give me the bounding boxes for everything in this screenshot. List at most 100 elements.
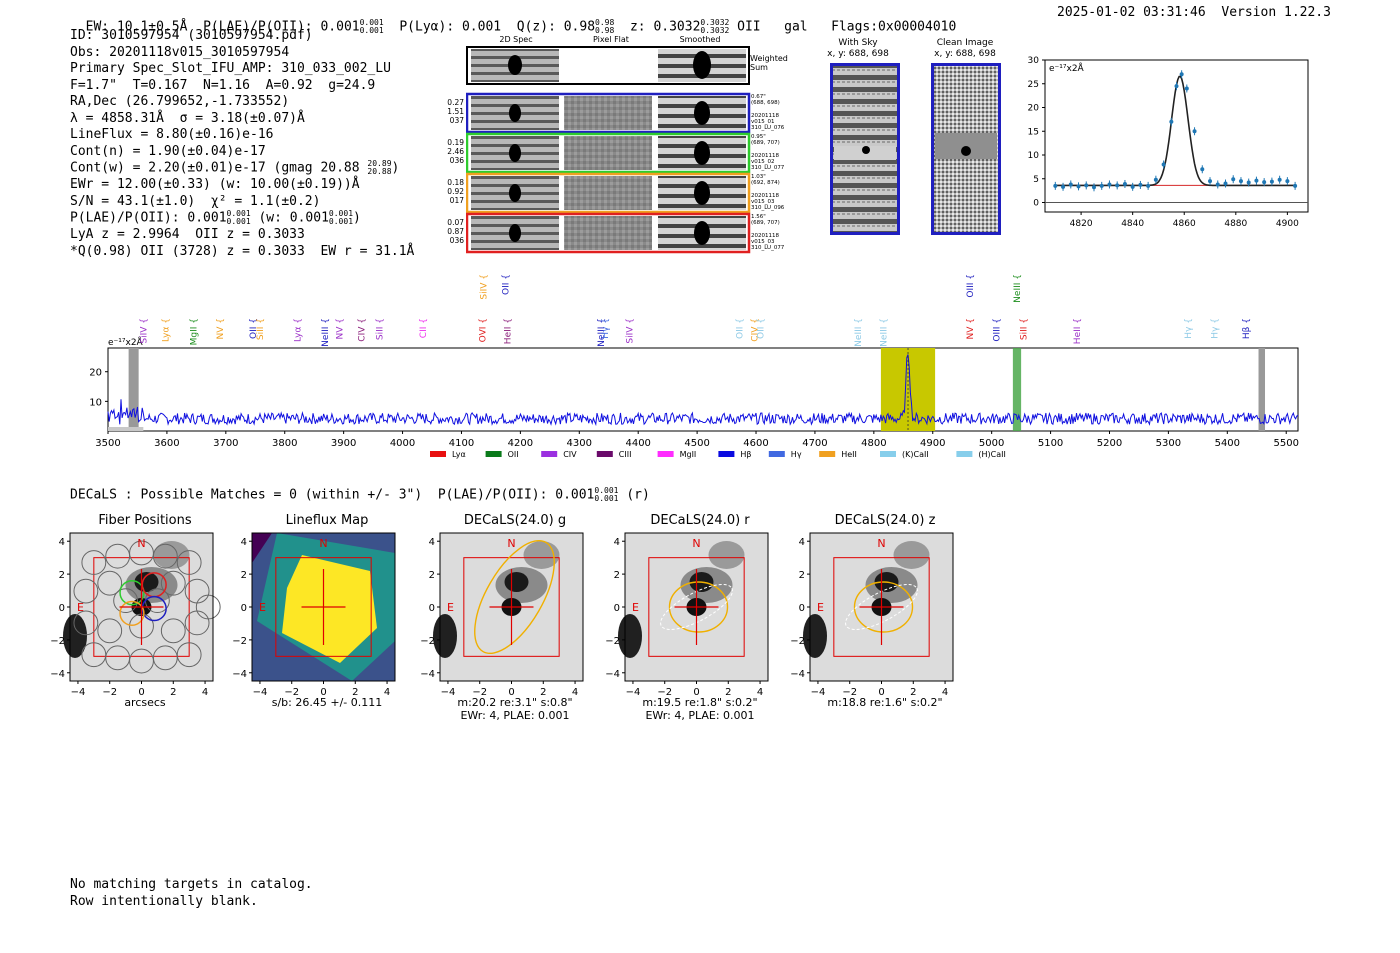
header-class: gal — [784, 19, 808, 34]
decals-xtick-label: 0 — [878, 687, 884, 695]
decals-panel-caption: s/b: 26.45 +/- 0.111 — [271, 696, 383, 709]
cutout-row-smoothed-source — [694, 101, 710, 125]
spec-xtick-label: 4700 — [802, 438, 827, 449]
spec-xtick-label: 3600 — [154, 438, 179, 449]
col-2d-spec: 2D Spec — [499, 35, 532, 44]
lineflux-peak — [282, 555, 377, 663]
fiber-circle — [73, 578, 99, 604]
decals-xtick-label: 4 — [202, 687, 208, 695]
decals-source-ne — [708, 541, 745, 569]
decals-source-north — [504, 572, 529, 592]
spec-line-label: CIV { — [357, 318, 367, 342]
decals-xtick-label: −2 — [102, 687, 117, 695]
zoom-ytick-label: 0 — [1033, 199, 1039, 209]
spec-line-label: NeIII { — [321, 318, 331, 347]
spec-line-label: Lyα { — [294, 318, 304, 342]
fiber-circle — [176, 550, 202, 575]
decals-xtick-label: 0 — [138, 687, 144, 695]
spec-line-label: NeIII { — [1013, 274, 1023, 303]
fiber-circle — [176, 642, 202, 668]
spec-line-label: OII { — [757, 318, 767, 339]
decals-panel-image: N E 4 2 0 −2 −4 −4 −2 0 2 4 — [420, 532, 584, 695]
info-obs: Obs: 20201118v015_3010597954 — [70, 44, 290, 60]
zoom-data-point — [1122, 181, 1127, 186]
zoom-ytick-label: 30 — [1028, 56, 1040, 66]
with-sky-title: With Sky — [838, 38, 878, 48]
spec-legend-label: CIV — [563, 450, 577, 459]
decals-ytick-label: −4 — [790, 669, 805, 680]
spec-xtick-label: 3900 — [331, 438, 356, 449]
decals-ytick-label: 0 — [429, 603, 435, 614]
decals-north-label: N — [877, 537, 885, 550]
decals-panel-caption: arcsecs — [124, 696, 166, 709]
decals-neighbor-source — [618, 614, 642, 658]
zoom-data-point — [1285, 179, 1290, 184]
decals-xtick-label: −4 — [626, 687, 641, 695]
header-plae: P(LAE)/P(OII): 0.001 — [203, 19, 360, 34]
cutout-row-left-label: 0.18 0.92 017 — [447, 178, 464, 205]
cutout-row-smoothed-source — [694, 141, 710, 165]
decals-panel-image: N E 4 2 0 −2 −4 −4 −2 0 2 4 — [50, 532, 221, 695]
zoom-data-point — [1146, 183, 1151, 188]
decals-source-ne — [893, 541, 930, 569]
spec-xtick-label: 3700 — [213, 438, 238, 449]
spec-line-label: SiII { — [256, 318, 266, 340]
spec-xtick-label: 4800 — [861, 438, 886, 449]
zoom-data-point — [1262, 180, 1267, 185]
lineflux-corner — [252, 533, 272, 563]
decals-panel-title: Fiber Positions — [98, 513, 192, 528]
weighted-sum-label: Weighted Sum — [750, 54, 788, 72]
info-contn: Cont(n) = 1.90(±0.04)e-17 — [70, 143, 266, 159]
spec-xtick-label: 5300 — [1156, 438, 1181, 449]
spec-line-label: OII { — [249, 318, 259, 339]
cutout-row-left-label: 0.19 2.46 036 — [447, 138, 464, 165]
with-sky-source — [862, 146, 870, 154]
info-contw: Cont(w) = 2.20(±0.01)e-17 (gmag 20.88 20… — [70, 159, 400, 176]
spec-line-label: SiIV { — [625, 318, 635, 344]
decals-ytick-label: −2 — [50, 636, 65, 647]
zoom-data-point — [1246, 180, 1251, 185]
zoom-gaussian-fit — [1055, 75, 1296, 187]
decals-panel-caption: m:18.8 re:1.6" s:0.2" — [827, 696, 943, 709]
decals-ytick-label: 4 — [614, 537, 620, 548]
spec-green-band — [1012, 348, 1022, 431]
decals-ytick-label: 4 — [241, 537, 247, 548]
zoom-data-point — [1254, 178, 1259, 183]
fiber-circle-highlighted — [119, 600, 145, 627]
spec-line-label: SiIV { — [479, 274, 489, 300]
cutout-row-smoothed-source — [694, 181, 710, 205]
spec-line-label: Lyα { — [162, 318, 172, 342]
decals-east-label: E — [259, 601, 266, 614]
decals-xtick-label: −2 — [657, 687, 672, 695]
decals-xtick-label: 4 — [757, 687, 763, 695]
info-sn: S/N = 43.1(±1.0) χ² = 1.1(±0.2) — [70, 193, 321, 209]
spec-line-label: Hγ { — [1184, 318, 1194, 339]
spec-xtick-label: 4300 — [567, 438, 592, 449]
decals-xtick-label: 4 — [942, 687, 948, 695]
spec-line-label: OII { — [736, 318, 746, 339]
decals-ytick-label: −4 — [605, 669, 620, 680]
spec-legend-swatch — [657, 451, 674, 457]
decals-xtick-label: 0 — [320, 687, 326, 695]
info-lya: LyA z = 2.9964 OII z = 0.3033 — [70, 227, 305, 242]
decals-source-ne — [153, 541, 190, 569]
info-fiber: F=1.7" T=0.167 N=1.16 A=0.92 g=24.9 — [70, 77, 376, 93]
header-summary: EW: 10.1±0.5Å P(LAE)/P(OII): 0.001 0.001 0… — [85, 17, 957, 35]
decals-xtick-label: −2 — [472, 687, 487, 695]
decals-xtick-label: 2 — [352, 687, 358, 695]
spec-masked-band-left — [128, 348, 139, 431]
zoom-data-point — [1153, 177, 1158, 182]
decals-xtick-label: −4 — [253, 687, 268, 695]
decals-ytick-label: 2 — [799, 570, 805, 581]
spec-line-label: Hβ { — [1242, 318, 1252, 339]
spec-line-label: Hγ { — [1210, 318, 1220, 339]
spec-legend-label: (K)CaII — [902, 450, 929, 459]
decals-xtick-label: 4 — [572, 687, 578, 695]
header-qz: Q(z): 0.98 — [516, 19, 596, 34]
decals-ytick-label: −2 — [420, 636, 435, 647]
col-smoothed: Smoothed — [680, 35, 721, 44]
zoom-data-point — [1293, 183, 1298, 188]
spec-line-label: NV { — [336, 318, 346, 339]
spec-xtick-label: 4400 — [625, 438, 650, 449]
zoom-data-point — [1084, 183, 1089, 188]
